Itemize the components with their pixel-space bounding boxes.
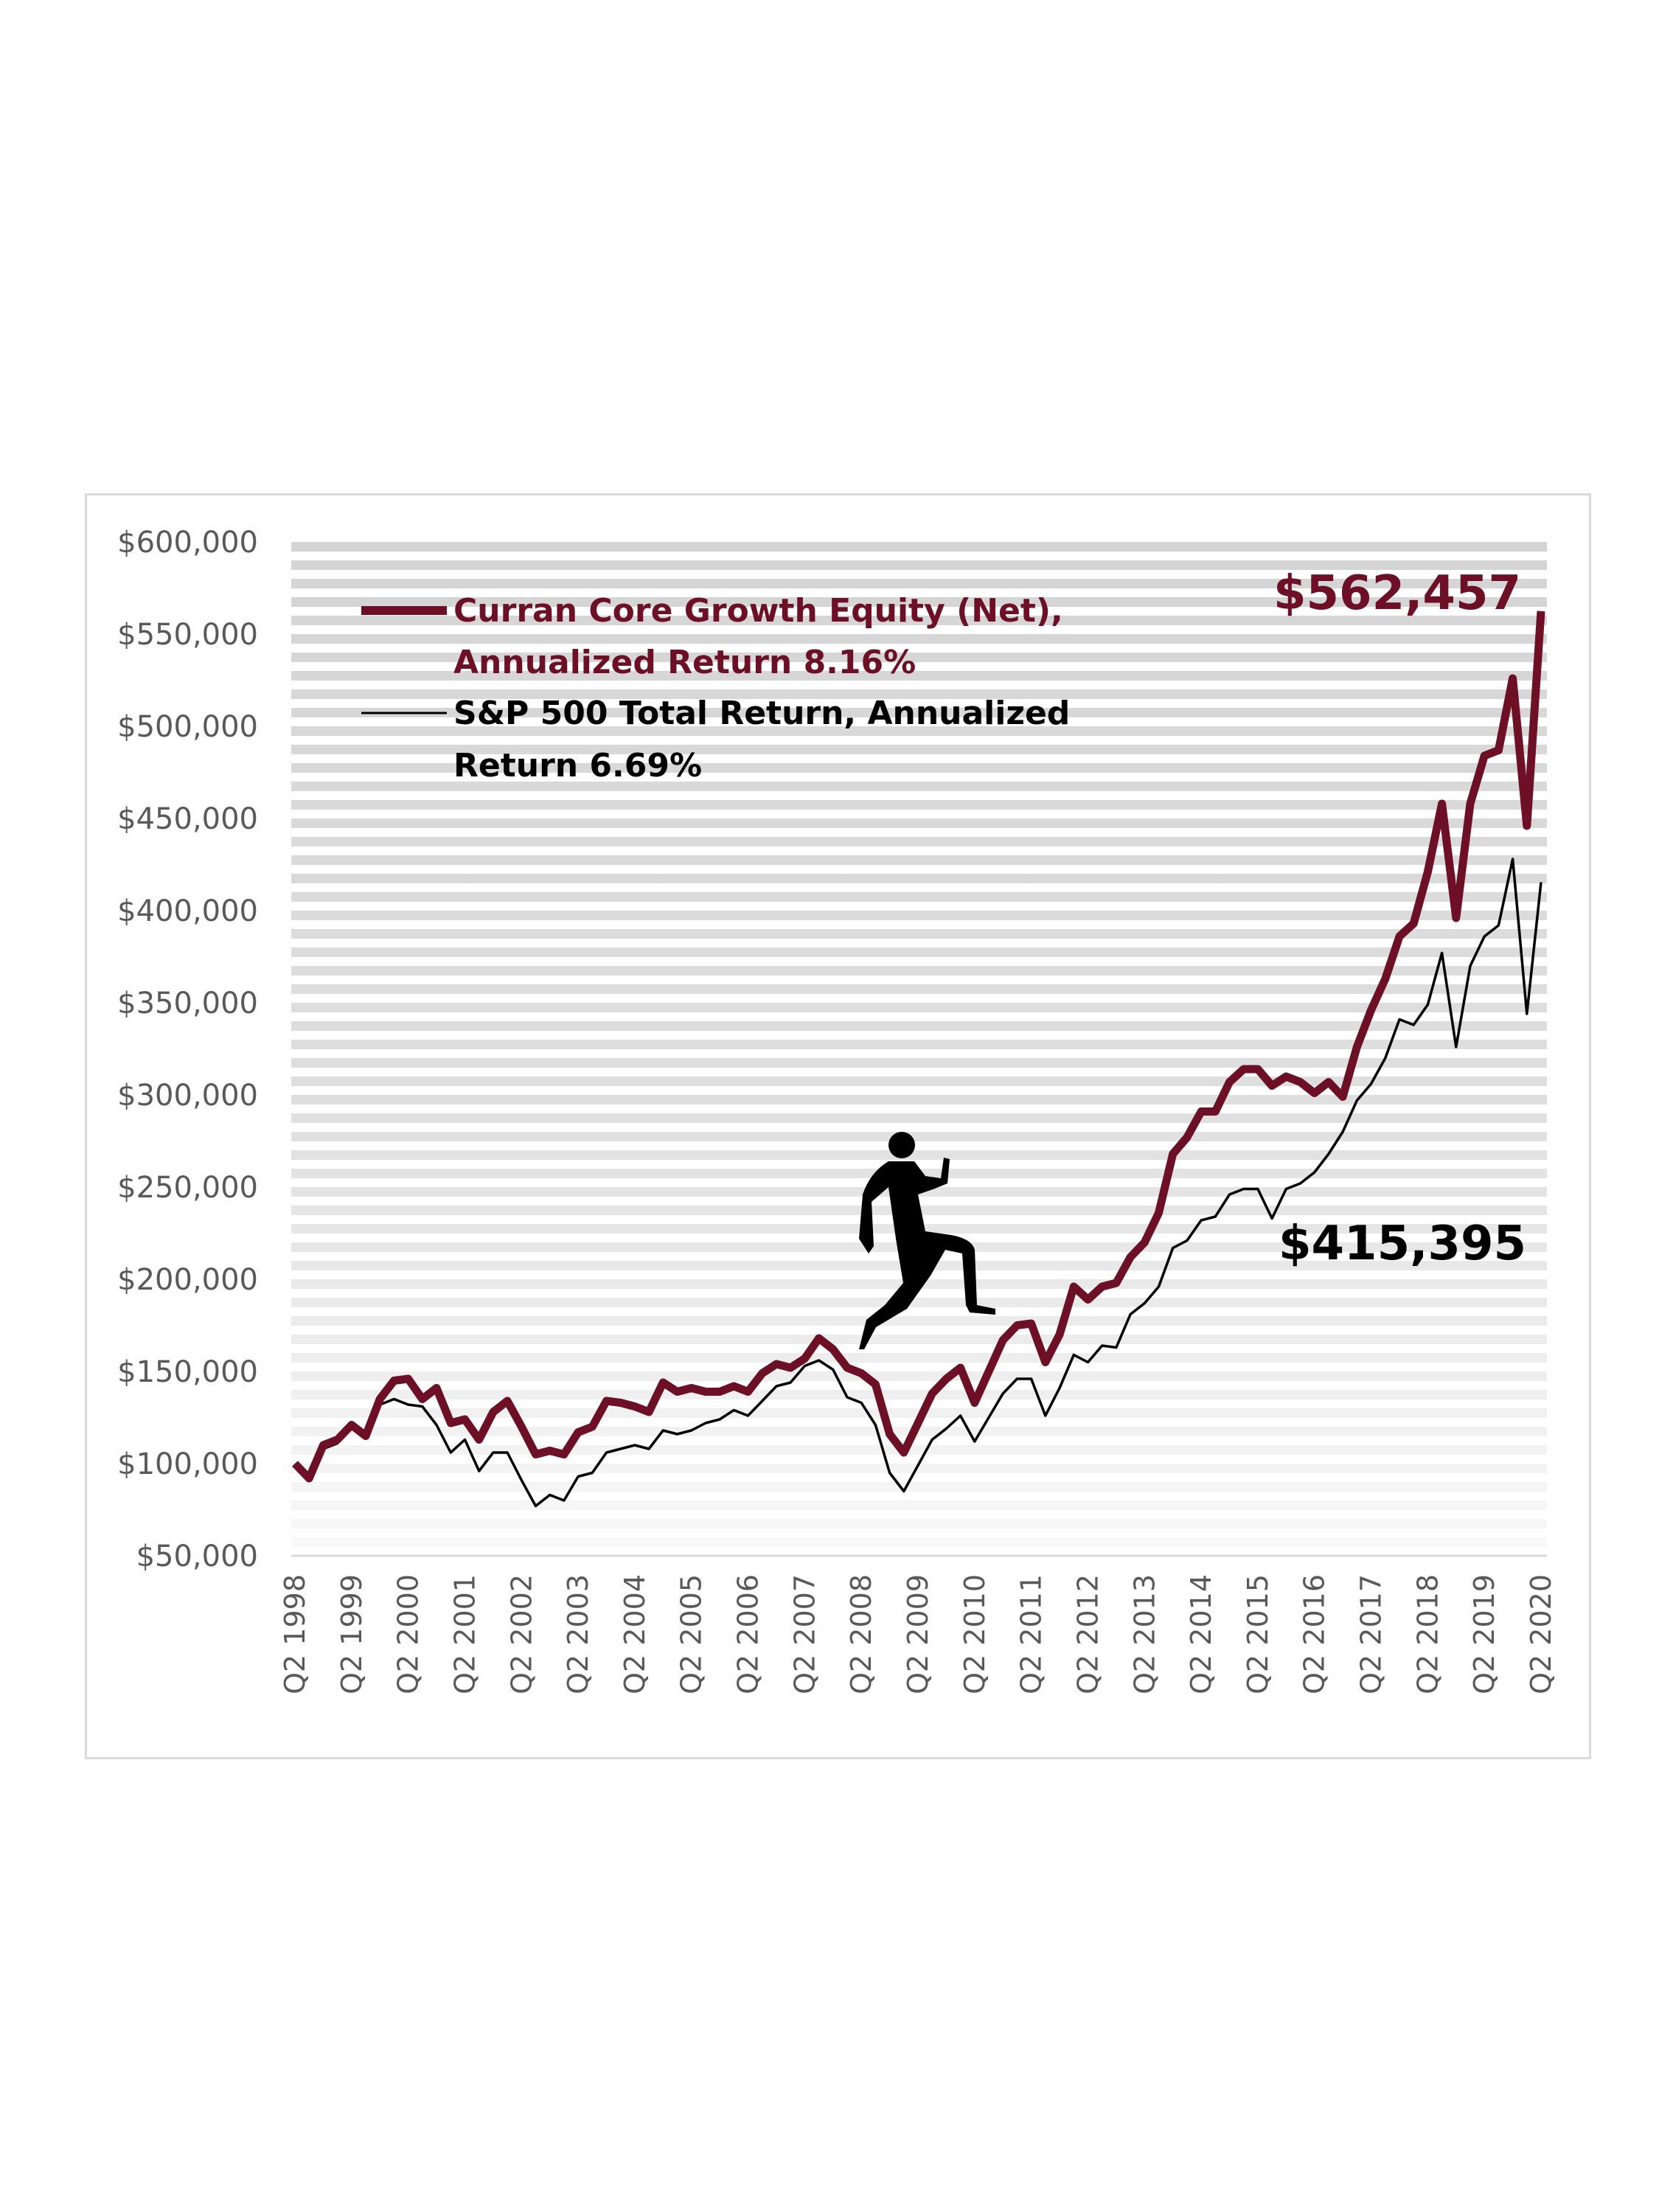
x-tick-label: Q2 2013 [1128, 1574, 1161, 1694]
legend-label-sp500-line2: Return 6.69% [453, 747, 702, 785]
x-tick-label: Q2 2008 [845, 1574, 877, 1694]
y-tick-label: $250,000 [117, 1171, 258, 1205]
y-tick-label: $100,000 [117, 1447, 258, 1481]
x-tick-label: Q2 2005 [675, 1574, 708, 1694]
x-tick-label: Q2 1998 [279, 1574, 311, 1694]
plot-background [291, 542, 1547, 1557]
x-tick-label: Q2 2004 [619, 1574, 651, 1694]
y-tick-label: $550,000 [117, 618, 258, 652]
x-tick-label: Q2 2019 [1468, 1574, 1500, 1694]
x-tick-label: Q2 2010 [959, 1574, 991, 1694]
x-tick-label: Q2 2000 [392, 1574, 425, 1694]
series-lines [292, 611, 1545, 1508]
series-line-curran [292, 611, 1545, 1483]
y-tick-label: $200,000 [117, 1263, 258, 1297]
x-tick-label: Q2 2011 [1015, 1574, 1048, 1694]
x-tick-label: Q2 2015 [1242, 1574, 1274, 1694]
y-tick-label: $600,000 [117, 526, 258, 560]
x-tick-label: Q2 2014 [1185, 1574, 1217, 1694]
runner-icon [859, 1132, 995, 1349]
legend-label-curran-line2: Annualized Return 8.16% [453, 644, 916, 681]
x-tick-label: Q2 2016 [1298, 1574, 1331, 1694]
y-tick-label: $150,000 [117, 1355, 258, 1389]
y-tick-label: $450,000 [117, 802, 258, 836]
y-tick-label: $50,000 [136, 1540, 258, 1573]
sp500-final-value-label: $415,395 [1279, 1217, 1526, 1271]
x-tick-label: Q2 2012 [1071, 1574, 1104, 1694]
legend-label-curran: Curran Core Growth Equity (Net), [453, 592, 1063, 630]
x-tick-label: Q2 2002 [505, 1574, 538, 1694]
y-tick-label: $300,000 [117, 1079, 258, 1113]
x-axis: Q2 1998 Q2 1999 Q2 2000 Q2 2001 Q2 2002 Q2 20… [279, 1574, 1557, 1694]
y-tick-label: $350,000 [117, 987, 258, 1020]
series-line-sp500 [293, 858, 1543, 1508]
curran-final-value-label: $562,457 [1273, 566, 1521, 621]
y-tick-label: $500,000 [117, 710, 258, 744]
x-tick-label: Q2 2009 [902, 1574, 934, 1694]
x-tick-label: Q2 2007 [788, 1574, 821, 1694]
chart-frame [85, 493, 1591, 1759]
x-tick-label: Q2 2001 [448, 1574, 481, 1694]
y-tick-label: $400,000 [117, 894, 258, 928]
legend: Curran Core Growth Equity (Net), Annuali… [361, 592, 1070, 785]
x-tick-label: Q2 2017 [1355, 1574, 1388, 1694]
y-axis: $50,000 $100,000 $150,000 $200,000 $250,000 $… [117, 526, 258, 1573]
x-tick-label: Q2 2006 [732, 1574, 765, 1694]
x-tick-label: Q2 2003 [562, 1574, 594, 1694]
x-tick-label: Q2 1999 [335, 1574, 368, 1694]
legend-label-sp500: S&P 500 Total Return, Annualized [453, 695, 1070, 732]
x-tick-label: Q2 2020 [1525, 1574, 1557, 1694]
x-tick-label: Q2 2018 [1411, 1574, 1444, 1694]
